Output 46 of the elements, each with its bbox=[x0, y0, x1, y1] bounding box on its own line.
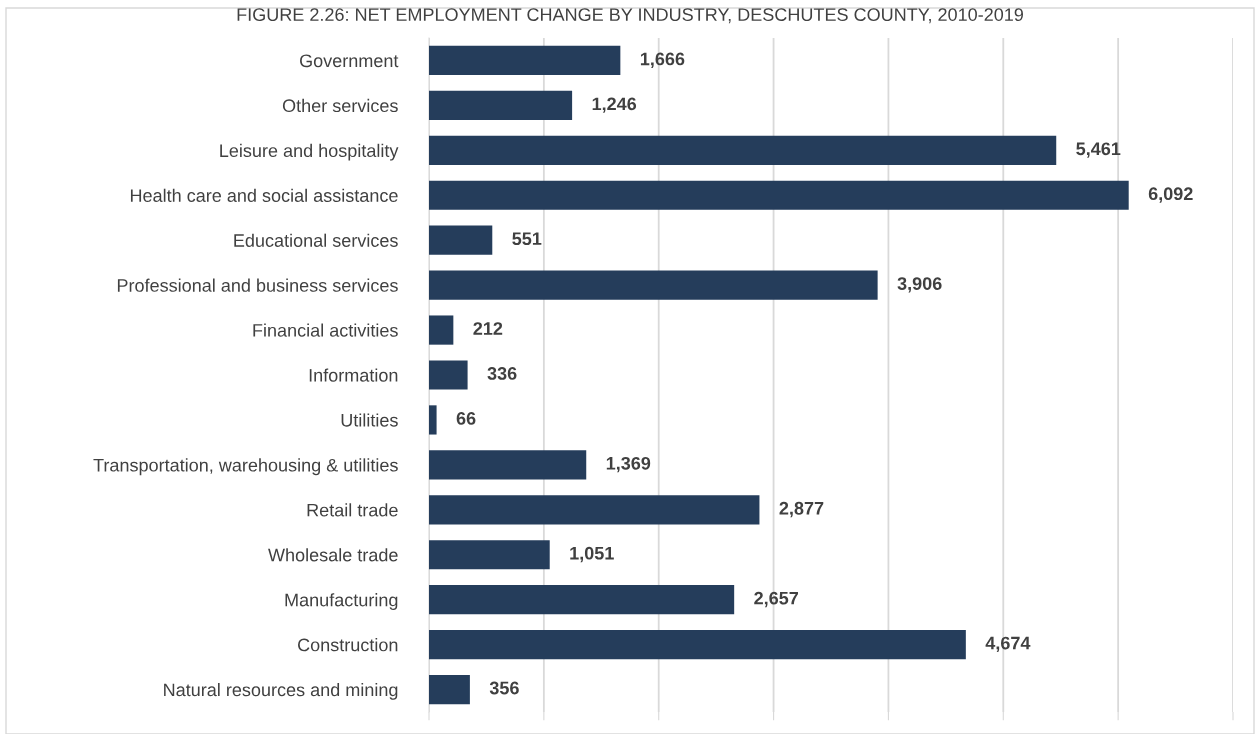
bar bbox=[429, 540, 550, 570]
bar bbox=[429, 360, 468, 390]
data-label: 3,906 bbox=[897, 277, 942, 293]
chart-title: FIGURE 2.26: NET EMPLOYMENT CHANGE BY INDUSTRY, DESCHUTES COUNTY, 2010-2019 bbox=[237, 8, 1023, 24]
bar bbox=[429, 630, 966, 660]
data-label: 336 bbox=[487, 367, 517, 380]
data-label: 5,461 bbox=[1076, 142, 1121, 158]
data-label: 2,657 bbox=[754, 591, 799, 608]
bar bbox=[429, 45, 621, 76]
y-tick-label: Retail trade bbox=[307, 503, 398, 517]
data-label: 1,051 bbox=[570, 546, 614, 563]
data-label: 212 bbox=[473, 322, 503, 335]
y-tick-label: Transportation, warehousing & utilities bbox=[93, 458, 398, 476]
bar bbox=[429, 270, 878, 300]
y-tick-label: Government bbox=[300, 54, 399, 68]
bar bbox=[429, 674, 470, 705]
y-tick-label: Educational services bbox=[234, 233, 398, 247]
bar bbox=[429, 180, 1129, 210]
y-tick-label: Information bbox=[309, 368, 398, 382]
data-label: 1,369 bbox=[606, 456, 651, 473]
y-tick-label: Construction bbox=[298, 638, 398, 652]
y-tick-label: Other services bbox=[282, 98, 398, 113]
y-tick-label: Wholesale trade bbox=[268, 548, 398, 562]
bar bbox=[429, 135, 1057, 165]
y-tick-label: Natural resources and mining bbox=[164, 682, 398, 700]
bar bbox=[429, 495, 760, 525]
data-label: 356 bbox=[489, 681, 519, 695]
y-tick-label: Utilities bbox=[341, 413, 398, 427]
y-tick-label: Manufacturing bbox=[285, 593, 398, 610]
bar bbox=[429, 315, 454, 345]
bar bbox=[429, 225, 493, 255]
data-label: 66 bbox=[456, 411, 476, 425]
data-label: 551 bbox=[512, 232, 542, 246]
data-label: 1,666 bbox=[640, 52, 685, 68]
y-tick-label: Professional and business services bbox=[117, 278, 398, 292]
y-tick-label: Financial activities bbox=[253, 323, 398, 337]
data-label: 1,246 bbox=[592, 97, 637, 113]
data-label: 6,092 bbox=[1148, 187, 1193, 203]
data-label: 2,877 bbox=[779, 501, 824, 518]
data-label: 4,674 bbox=[985, 636, 1031, 653]
bar bbox=[429, 585, 735, 615]
y-tick-label: Health care and social assistance bbox=[130, 188, 398, 202]
y-tick-label: Leisure and hospitality bbox=[220, 143, 399, 161]
bar bbox=[429, 405, 437, 435]
bar bbox=[429, 90, 573, 120]
bar bbox=[429, 450, 587, 480]
